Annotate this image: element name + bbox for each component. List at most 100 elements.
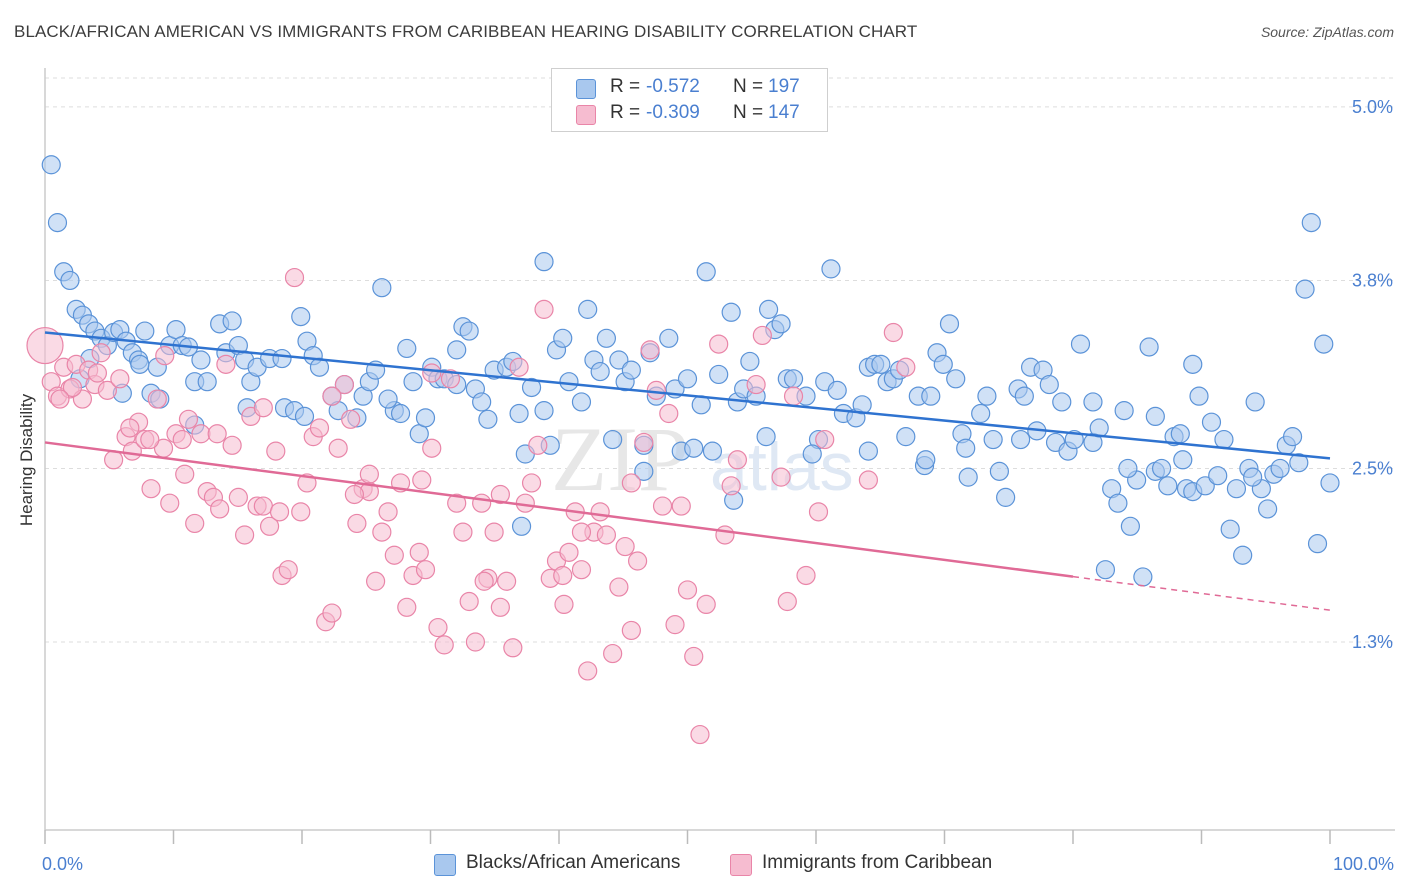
caribbean-point	[571, 560, 592, 580]
caribbean-point	[808, 502, 829, 522]
blacks-point	[415, 408, 436, 428]
blacks-point	[1039, 374, 1059, 395]
legend-label: Blacks/African Americans	[466, 852, 681, 873]
caribbean-point	[609, 577, 629, 597]
blue-swatch	[434, 854, 456, 876]
blacks-point	[956, 438, 976, 458]
caribbean-point	[484, 522, 504, 542]
caribbean-point	[440, 369, 461, 389]
blacks-point	[621, 360, 641, 380]
blacks-point	[590, 361, 610, 382]
blacks-point	[509, 403, 529, 424]
blacks-point	[996, 487, 1016, 507]
blacks-point	[603, 429, 623, 450]
blacks-point	[1070, 334, 1091, 354]
blacks-point	[403, 372, 423, 392]
caribbean-point	[777, 591, 797, 612]
blacks-point	[1052, 392, 1072, 412]
caribbean-point	[465, 632, 486, 652]
n-value: 147	[768, 102, 800, 123]
blacks-point	[578, 299, 598, 319]
caribbean-point	[26, 326, 64, 365]
caribbean-point	[253, 496, 273, 516]
caribbean-point	[677, 580, 698, 600]
caribbean-point	[771, 467, 791, 487]
blacks-point	[397, 338, 417, 359]
caribbean-point	[284, 267, 305, 288]
blacks-point	[702, 441, 723, 461]
caribbean-point	[521, 473, 542, 493]
blacks-point	[1226, 479, 1247, 499]
blacks-point	[534, 252, 554, 272]
caribbean-point	[571, 522, 592, 542]
caribbean-point	[509, 357, 529, 377]
blacks-point	[684, 438, 704, 458]
caribbean-point	[627, 551, 648, 571]
caribbean-point	[269, 502, 290, 522]
caribbean-point	[344, 484, 364, 505]
blacks-point	[559, 372, 579, 392]
caribbean-point	[334, 374, 355, 395]
caribbean-point	[553, 565, 573, 586]
caribbean-point	[422, 363, 442, 383]
caribbean-point	[412, 470, 432, 490]
caribbean-point	[559, 542, 579, 562]
caribbean-point	[422, 438, 442, 458]
blacks-point	[696, 262, 716, 282]
blacks-point	[472, 392, 492, 412]
caribbean-point	[490, 597, 510, 617]
n-label: N =	[733, 102, 764, 123]
caribbean-point	[796, 565, 816, 586]
r-value: -0.572	[646, 76, 700, 97]
blacks-point	[1314, 334, 1334, 354]
blacks-point	[534, 401, 554, 421]
blacks-point	[921, 386, 941, 406]
caribbean-point	[671, 496, 691, 516]
blacks-point	[1183, 354, 1203, 374]
caribbean-point	[554, 594, 574, 615]
y-axis-label: Hearing Disability	[17, 393, 36, 526]
blacks-point	[1011, 429, 1031, 450]
blacks-point	[1220, 519, 1240, 539]
caribbean-point	[497, 571, 517, 591]
blacks-point	[802, 444, 822, 464]
caribbean-point	[328, 438, 348, 458]
caribbean-point	[216, 354, 236, 374]
blacks-point	[916, 450, 936, 470]
caribbean-point	[696, 594, 716, 615]
blacks-point	[294, 406, 315, 426]
caribbean-point	[309, 418, 330, 438]
caribbean-point	[291, 502, 311, 522]
caribbean-point	[434, 635, 454, 655]
n-value: 197	[768, 76, 800, 97]
caribbean-point	[172, 429, 192, 450]
caribbean-point	[752, 325, 772, 346]
r-value: -0.309	[646, 102, 700, 123]
caribbean-point	[341, 409, 361, 429]
blacks-point	[758, 299, 779, 319]
blacks-point	[47, 213, 68, 233]
blacks-point	[390, 403, 411, 424]
caribbean-point	[459, 591, 479, 612]
caribbean-point	[603, 643, 623, 664]
caribbean-point	[883, 322, 903, 343]
axes: 1.3% 2.5% 3.8% 5.0% 0.0% 100.0%	[42, 68, 1395, 874]
caribbean-point	[634, 432, 654, 453]
caribbean-point	[207, 424, 227, 444]
blacks-point	[1133, 567, 1153, 587]
blacks-point	[677, 369, 698, 389]
caribbean-point	[727, 450, 748, 470]
blacks-point	[896, 427, 916, 447]
caribbean-point	[690, 724, 710, 745]
caribbean-point	[615, 536, 635, 557]
y-tick-label: 2.5%	[1352, 458, 1393, 478]
blacks-point	[1289, 453, 1309, 473]
caribbean-point	[359, 464, 379, 484]
blacks-point	[596, 328, 617, 348]
blacks-point	[609, 350, 629, 370]
blacks-point	[1245, 392, 1265, 412]
caribbean-point	[621, 473, 641, 493]
x-tick-label-max: 100.0%	[1333, 854, 1394, 874]
caribbean-point	[578, 661, 598, 681]
